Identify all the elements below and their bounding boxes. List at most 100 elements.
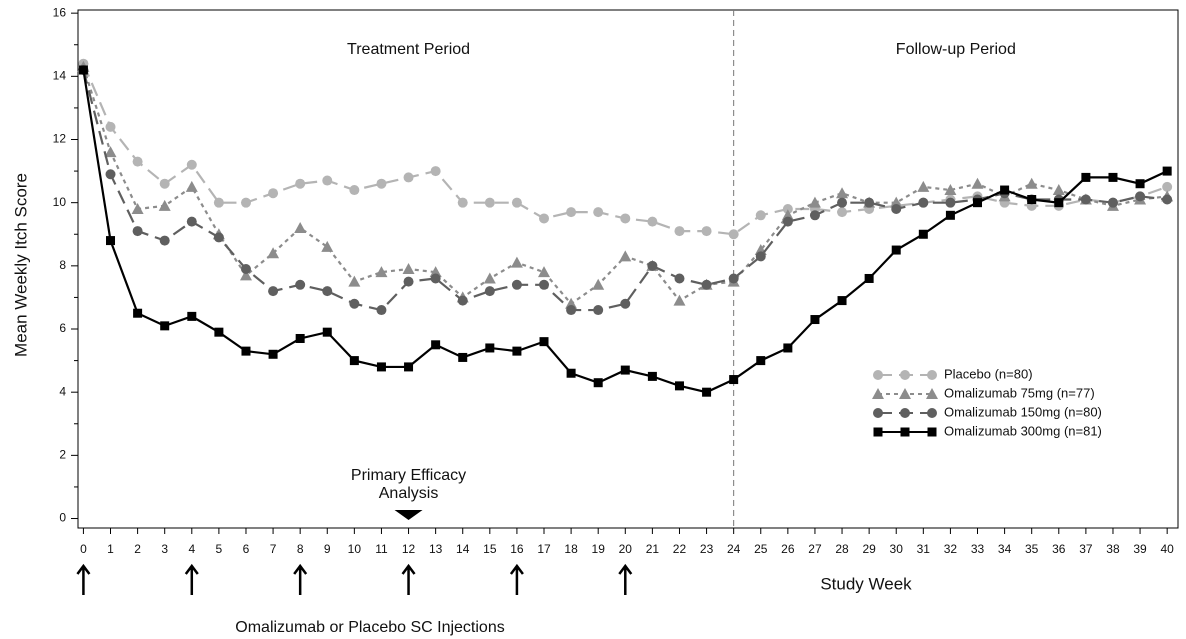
y-tick-label: 16 [53,5,67,19]
legend-label: Omalizumab 300mg (n=81) [944,423,1102,438]
x-tick-label: 6 [243,542,250,556]
data-point [647,371,657,381]
data-point [673,294,686,306]
x-tick-label: 36 [1052,542,1066,556]
x-tick-label: 12 [402,542,416,556]
data-point [376,178,387,189]
legend-marker [900,408,910,418]
x-tick-label: 14 [456,542,470,556]
data-point [239,269,252,281]
legend-marker [900,427,910,437]
data-point [918,229,928,239]
data-point [837,296,847,306]
data-point [430,273,441,284]
series-line [82,69,1168,394]
data-point [104,146,117,158]
y-tick-label: 4 [59,384,66,398]
data-point [593,305,604,316]
data-point [945,197,956,208]
data-point [782,216,793,227]
x-tick-label: 25 [754,542,768,556]
legend-label: Omalizumab 150mg (n=80) [944,404,1102,419]
data-point [1107,197,1118,208]
data-point [620,365,630,375]
y-tick-label: 2 [59,448,66,462]
data-point [78,65,88,75]
y-tick-label: 8 [59,258,66,272]
data-point [512,346,522,356]
legend-marker [927,408,937,418]
data-point [1000,185,1010,195]
data-point [457,295,468,306]
data-point [944,184,957,196]
data-point [1162,194,1173,205]
x-tick-label: 15 [483,542,497,556]
x-tick-label: 4 [188,542,195,556]
data-point [837,207,848,218]
data-point [917,180,930,192]
x-tick-label: 35 [1025,542,1039,556]
x-tick-label: 23 [700,542,714,556]
data-point [457,197,468,208]
legend-marker [873,427,883,437]
data-point [918,197,929,208]
legend-marker [900,370,910,380]
x-tick-label: 27 [808,542,822,556]
data-point [701,279,712,290]
x-tick-label: 26 [781,542,795,556]
x-tick-label: 28 [835,542,849,556]
x-tick-label: 34 [998,542,1012,556]
data-point [158,199,171,211]
legend-label: Placebo (n=80) [944,366,1033,381]
data-point [404,362,414,372]
data-point [566,368,576,378]
y-tick-label: 6 [59,321,66,335]
data-point [484,197,495,208]
data-point [945,210,955,220]
data-point [132,226,143,237]
x-tick-label: 18 [564,542,578,556]
data-point [295,333,305,343]
data-point [620,298,631,309]
data-point [728,273,739,284]
x-tick-label: 38 [1106,542,1120,556]
data-point [891,203,902,214]
data-point [809,210,820,221]
data-point [376,305,387,316]
data-point [241,346,251,356]
data-point [593,378,603,388]
data-point [702,387,712,397]
x-tick-label: 24 [727,542,741,556]
data-point [674,381,684,391]
legend-marker [873,370,883,380]
data-point [810,315,820,325]
data-point [159,178,170,189]
data-point [349,185,360,196]
data-point [1135,191,1146,202]
data-point [1025,177,1038,189]
y-tick-label: 0 [59,511,66,525]
data-point [375,266,388,278]
data-point [160,321,170,331]
data-point [106,236,116,246]
x-tick-label: 19 [592,542,606,556]
data-point [674,226,685,237]
data-point [1027,195,1037,205]
x-tick-label: 10 [348,542,362,556]
data-point [971,177,984,189]
data-point [213,197,224,208]
data-point [619,250,632,262]
data-point [430,166,441,177]
data-point [565,297,578,309]
data-point [376,362,386,372]
injection-arrow [401,563,416,595]
x-tick-label: 17 [537,542,551,556]
data-point [213,232,224,243]
data-point [483,272,496,284]
data-point [891,245,901,255]
x-tick-label: 30 [890,542,904,556]
data-point [132,156,143,167]
data-point [322,327,332,337]
data-point [566,207,577,218]
data-point [214,327,224,337]
